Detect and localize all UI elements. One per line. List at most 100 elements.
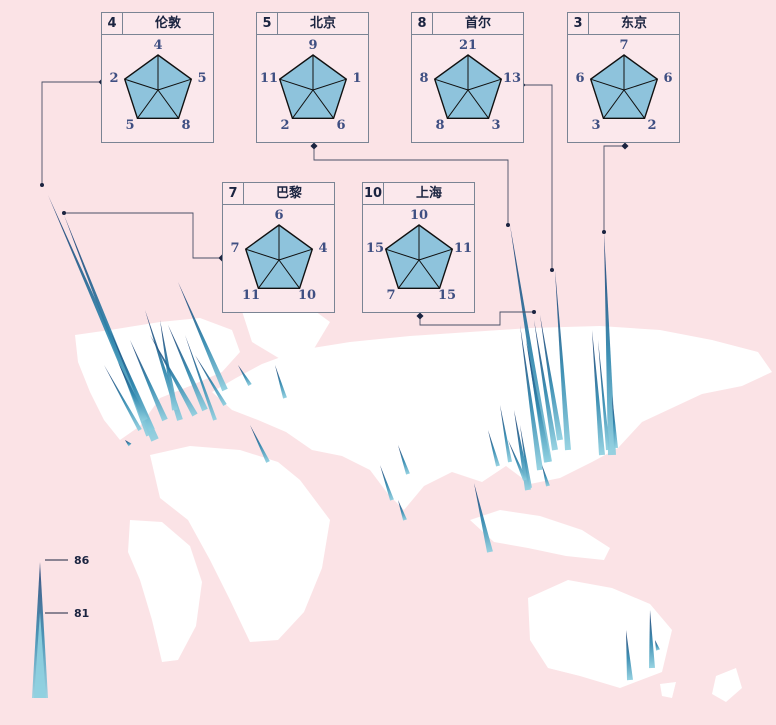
radar-axis (157, 89, 179, 119)
radar-chart: 6 4 10 11 7 (230, 208, 327, 303)
radar-axis (279, 78, 314, 91)
radar-axis (398, 259, 420, 289)
radar-value: 6 (336, 118, 345, 133)
land-masses (75, 300, 772, 702)
leader-line-2 (522, 84, 553, 270)
spike-11 (104, 365, 142, 431)
radar-axis (157, 78, 192, 91)
spike-2 (110, 330, 155, 432)
spike-9 (185, 335, 217, 421)
city-rank: 4 (102, 13, 123, 34)
radar-outline (278, 54, 348, 120)
spike-15 (250, 425, 270, 463)
city-name: 北京 (309, 16, 336, 31)
radar-value: 2 (109, 71, 118, 86)
spike-21 (500, 405, 512, 463)
spike-37 (649, 610, 655, 669)
radar-axis (312, 78, 347, 91)
radar-axis (623, 89, 645, 119)
leader-line-3 (603, 145, 625, 232)
radar-outline (384, 224, 454, 290)
legend-tick-label: 86 (74, 554, 90, 567)
radar-chart: 9 1 6 2 11 (260, 38, 362, 133)
spike-22 (510, 225, 552, 463)
radar-axis (418, 259, 440, 289)
leader-line-1 (313, 146, 509, 225)
radar-value: 21 (459, 38, 477, 53)
spike-36 (626, 630, 633, 681)
spike-3 (130, 340, 168, 422)
radar-value: 8 (419, 71, 428, 86)
leader-dot (550, 268, 554, 272)
city-card-header: 7 巴黎 (223, 183, 334, 205)
city-card-0: 4 伦敦 4 5 8 5 2 (101, 12, 214, 143)
spike-20 (488, 430, 500, 467)
radar-value: 3 (591, 118, 600, 133)
radar-value: 7 (386, 288, 395, 303)
spike-16 (380, 465, 394, 501)
radar-value: 4 (153, 38, 162, 53)
radar-value: 1 (352, 71, 361, 86)
city-card-header: 10 上海 (363, 183, 474, 205)
spike-34 (612, 395, 618, 449)
leader-dot (602, 230, 606, 234)
radar-value: 8 (435, 118, 444, 133)
city-rank: 5 (257, 13, 278, 34)
spike-17 (398, 445, 410, 475)
radar-axis (278, 259, 300, 289)
legend-spike-small (34, 612, 46, 698)
city-card-header: 5 北京 (257, 13, 368, 35)
radar-axis (258, 259, 280, 289)
radar-value: 6 (274, 208, 283, 223)
spike-29 (520, 425, 532, 489)
spike-18 (398, 500, 407, 521)
leader-anchor (416, 312, 424, 320)
radar-value: 5 (125, 118, 134, 133)
city-card-3: 3 东京 7 6 2 3 6 (567, 12, 680, 143)
spike-19 (474, 483, 493, 553)
spike-38 (655, 640, 660, 651)
radar-value: 10 (298, 288, 316, 303)
leader-dot (62, 211, 66, 215)
radar-value: 15 (366, 241, 384, 256)
radar-axis (124, 78, 159, 91)
radar-value: 7 (230, 241, 239, 256)
spike-10 (118, 362, 148, 422)
spike-14 (275, 365, 287, 399)
radar-value: 4 (318, 241, 327, 256)
radar-value: 11 (260, 71, 278, 86)
radar-outline (244, 224, 314, 290)
spike-6 (178, 282, 228, 392)
city-card-1: 5 北京 9 1 6 2 11 (256, 12, 369, 143)
leader-line-0 (41, 81, 102, 185)
city-name: 上海 (415, 186, 442, 201)
radar-value: 11 (454, 241, 472, 256)
radar-value: 6 (663, 71, 672, 86)
radar-axis (418, 248, 453, 261)
leader-dot (506, 223, 510, 227)
spike-32 (592, 330, 605, 456)
radar-axis (137, 89, 159, 119)
radar-value: 13 (503, 71, 521, 86)
spike-5 (160, 320, 178, 411)
legend: 86 81 (32, 554, 90, 698)
spike-12 (195, 355, 227, 407)
spike-layer (48, 195, 660, 681)
radar-outline (433, 54, 503, 120)
spike-30 (508, 440, 527, 481)
leader-dot (40, 183, 44, 187)
city-rank: 10 (363, 183, 384, 204)
radar-axis (590, 78, 625, 91)
radar-axis (603, 89, 625, 119)
radar-axis (434, 78, 469, 91)
radar-outline (589, 54, 659, 120)
radar-value: 2 (280, 118, 289, 133)
city-card-header: 3 东京 (568, 13, 679, 35)
radar-value: 3 (491, 118, 500, 133)
leader-anchor (310, 142, 318, 150)
radar-value: 8 (181, 118, 190, 133)
city-card-5: 10 上海 10 11 15 7 15 (362, 182, 475, 313)
spike-33 (598, 340, 610, 451)
